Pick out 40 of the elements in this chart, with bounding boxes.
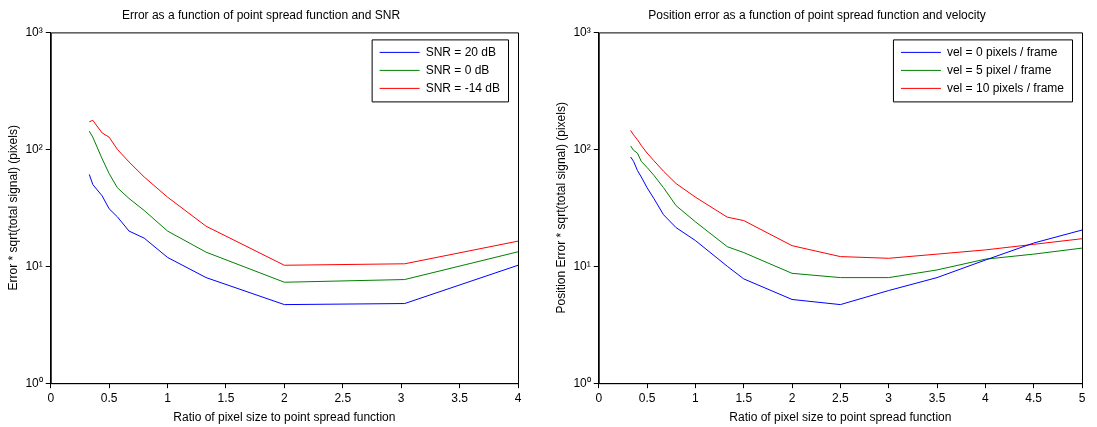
y-tick-label: 10²: [25, 141, 43, 156]
y-tick-label: 10³: [573, 24, 591, 39]
y-tick-label: 10⁰: [25, 375, 43, 390]
legend-label: SNR = 20 dB: [425, 44, 497, 59]
x-tick-label: 4.5: [1025, 390, 1043, 405]
x-tick-label: 0.5: [100, 390, 118, 405]
legend-label: vel = 0 pixels / frame: [946, 44, 1058, 59]
x-tick-label: 0: [47, 390, 55, 405]
chart-title: Position error as a function of point spread function and velocity: [648, 7, 986, 22]
legend-label: vel = 10 pixels / frame: [946, 80, 1065, 95]
x-axis-title: Ratio of pixel size to point spread function: [729, 410, 952, 425]
x-tick-label: 4: [982, 390, 990, 405]
x-tick-label: 0: [595, 390, 603, 405]
legend-label: vel = 5 pixel / frame: [946, 62, 1052, 77]
y-tick-label: 10²: [573, 141, 591, 156]
y-tick-label: 10³: [25, 24, 43, 39]
x-tick-label: 3: [397, 390, 405, 405]
y-axis-title: Error * sqrt(total signal) (pixels): [5, 125, 20, 291]
x-tick-label: 3.5: [451, 390, 469, 405]
y-tick-label: 10¹: [25, 258, 43, 273]
chart-title: Error as a function of point spread function and SNR: [121, 7, 401, 22]
x-tick-label: 3.5: [928, 390, 946, 405]
y-axis-title: Position Error * sqrt(total signal) (pixels): [553, 102, 568, 314]
legend-label: SNR = 0 dB: [425, 62, 490, 77]
y-tick-label: 10⁰: [573, 375, 591, 390]
x-tick-label: 3: [885, 390, 893, 405]
x-axis-title: Ratio of pixel size to point spread function: [173, 410, 396, 425]
x-tick-label: 1: [164, 390, 172, 405]
x-tick-label: 1.5: [735, 390, 753, 405]
x-tick-label: 2.5: [832, 390, 850, 405]
x-tick-label: 4: [514, 390, 522, 405]
x-tick-label: 5: [1078, 390, 1086, 405]
x-tick-label: 1: [692, 390, 700, 405]
x-tick-label: 2.5: [334, 390, 352, 405]
x-tick-label: 2: [788, 390, 796, 405]
x-tick-label: 1.5: [217, 390, 235, 405]
y-tick-label: 10¹: [573, 258, 591, 273]
legend-label: SNR = -14 dB: [425, 80, 501, 95]
x-tick-label: 2: [281, 390, 289, 405]
x-tick-label: 0.5: [638, 390, 656, 405]
